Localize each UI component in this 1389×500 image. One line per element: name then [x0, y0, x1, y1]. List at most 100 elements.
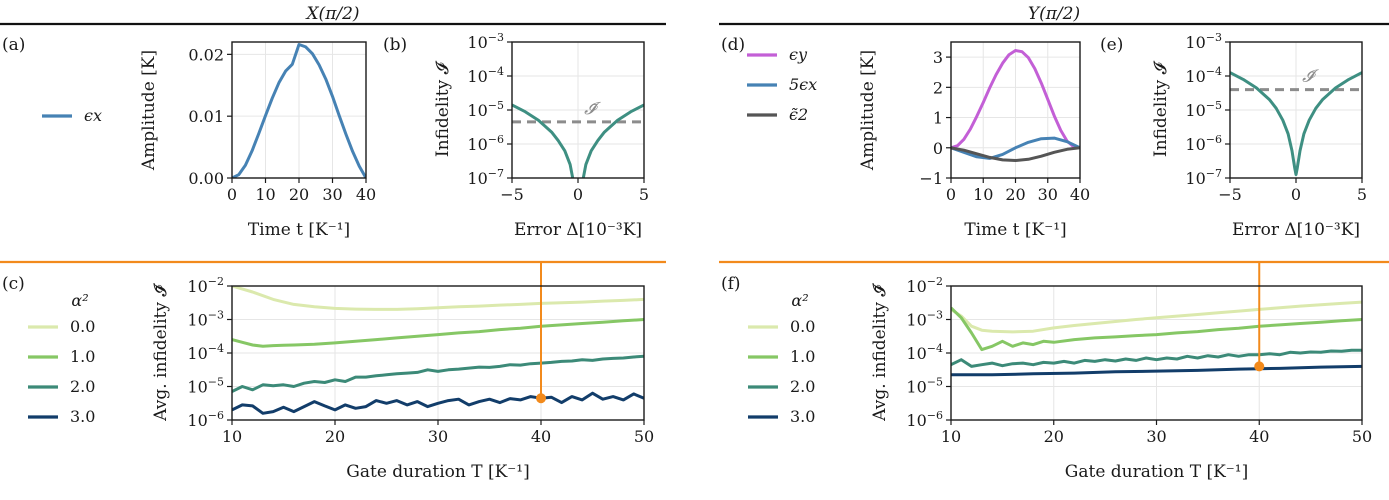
legend-entry: 3.0	[790, 407, 815, 426]
y-tick-label: 1	[933, 109, 943, 128]
series-line-1.0	[951, 306, 1362, 352]
x-tick-label: 0	[573, 185, 583, 204]
x-tick-label: 5	[639, 185, 649, 204]
x-tick-label: −5	[500, 185, 524, 204]
x-axis-label: Time t [K⁻¹]	[248, 220, 350, 240]
y-tick-label: −1	[919, 169, 943, 188]
legend: ϵx	[42, 106, 102, 125]
x-tick-label: 40	[531, 427, 551, 446]
series-line-1.0	[232, 318, 644, 348]
legend-entry: 5ϵx	[789, 75, 817, 94]
legend-entry: 3.0	[70, 407, 95, 426]
x-tick-label: 0	[1291, 185, 1301, 204]
y-axis-label: Amplitude [K]	[858, 50, 878, 171]
panel-label: (f)	[721, 274, 741, 294]
y-tick-label: 10−7	[1185, 167, 1222, 188]
x-tick-label: 0	[227, 185, 237, 204]
y-tick-label: 0.00	[188, 169, 224, 188]
y-tick-label: 10−6	[187, 409, 224, 430]
x-tick-label: 20	[325, 427, 345, 446]
y-axis-label: Avg. infidelity 𝓘̄	[870, 283, 890, 422]
x-tick-label: 10	[255, 185, 275, 204]
y-tick-label: 2	[933, 78, 943, 97]
y-tick-label: 10−4	[467, 65, 504, 86]
y-tick-label: 10−3	[906, 309, 943, 330]
y-tick-label: 10−2	[906, 275, 943, 296]
figure-chrome: X(π/2) Y(π/2)	[0, 4, 1389, 264]
x-tick-label: 10	[222, 427, 242, 446]
y-tick-label: 10−6	[906, 409, 943, 430]
y-axis-label: Infidelity 𝓘	[433, 60, 453, 157]
panel-label: (e)	[1100, 35, 1123, 55]
legend-entry: 2.0	[790, 377, 815, 396]
x-tick-label: 40	[1249, 427, 1269, 446]
y-tick-label: 10−5	[467, 99, 504, 120]
legend-entry: ϵ̃2	[789, 105, 808, 124]
panel-c: 10 20 30 40 50 10−6 10−5 10−4 10−3 10−2 Gate durat…	[2, 262, 654, 482]
x-tick-label: 20	[1005, 185, 1025, 204]
legend-entry: 0.0	[70, 317, 95, 336]
x-axis-label: Error Δ[10⁻³K]	[514, 220, 642, 240]
x-tick-label: 5	[1357, 185, 1367, 204]
series-line-0.0	[951, 300, 1362, 334]
y-tick-label: 10−6	[1185, 133, 1222, 154]
series-line-infidelity	[512, 103, 644, 178]
x-axis-label: Gate duration T [K⁻¹]	[346, 462, 529, 482]
series-line-ϵx	[232, 43, 366, 178]
x-tick-label: 30	[1146, 427, 1166, 446]
x-axis-label: Gate duration T [K⁻¹]	[1065, 462, 1248, 482]
x-axis-label: Error Δ[10⁻³K]	[1232, 220, 1360, 240]
panel-label: (a)	[2, 35, 25, 55]
y-axis-label: Amplitude [K]	[139, 50, 159, 171]
legend-entry: 0.0	[790, 317, 815, 336]
legend-entry: 1.0	[790, 347, 815, 366]
y-axis-label: Infidelity 𝓘	[1151, 60, 1171, 157]
series-line-infidelity	[1230, 71, 1362, 177]
y-tick-label: 10−3	[187, 309, 224, 330]
series-line-0.0	[232, 286, 644, 311]
reference-line-label: 𝓘̄	[584, 99, 601, 119]
series-line-3.0	[232, 391, 644, 415]
x-tick-label: 30	[322, 185, 342, 204]
x-tick-label: 30	[1038, 185, 1058, 204]
series-line-3.0	[951, 364, 1362, 377]
x-tick-label: 50	[1352, 427, 1372, 446]
panel-a: 0 10 20 30 40 0.00 0.01 0.02 Time t [K⁻¹] Amplitu…	[2, 35, 376, 240]
x-tick-label: 10	[941, 427, 961, 446]
legend-entry: 1.0	[70, 347, 95, 366]
panel-b: 𝓘̄ −5 0 5 10−7 10−6 10−5 10−4 10−3 Error Δ[10⁻³K]…	[383, 31, 649, 240]
marker-point	[1254, 361, 1265, 372]
legend: α² 0.0 1.0 2.0 3.0	[28, 291, 95, 426]
legend-title: α²	[791, 291, 808, 310]
group-title-x: X(π/2)	[304, 4, 359, 24]
y-tick-label: 10−7	[467, 167, 504, 188]
panel-e: 𝓘̄ −5 0 5 10−7 10−6 10−5 10−4 10−3 Error Δ[10⁻³K]…	[1100, 31, 1367, 240]
reference-line-label: 𝓘̄	[1302, 67, 1319, 87]
series-line-2.0	[951, 348, 1362, 368]
series-line-5ϵx	[951, 136, 1080, 160]
legend-entry: ϵy	[789, 45, 808, 64]
y-tick-label: 0.01	[188, 107, 224, 126]
series-line-2.0	[232, 354, 644, 393]
legend: ϵy 5ϵx ϵ̃2	[747, 45, 817, 124]
y-tick-label: 10−4	[187, 342, 224, 363]
series-line-ϵy	[951, 49, 1080, 150]
x-tick-label: 20	[289, 185, 309, 204]
marker-point	[536, 393, 546, 404]
legend-entry: 2.0	[70, 377, 95, 396]
group-title-y: Y(π/2)	[1028, 4, 1080, 24]
y-tick-label: 10−3	[467, 31, 504, 52]
legend-entry: ϵx	[84, 106, 102, 125]
y-tick-label: 10−4	[1185, 65, 1222, 86]
x-tick-label: −5	[1218, 185, 1242, 204]
x-tick-label: 40	[356, 185, 376, 204]
panel-label: (b)	[383, 35, 407, 55]
y-tick-label: 10−6	[467, 133, 504, 154]
y-axis-label: Avg. infidelity 𝓘̄	[151, 283, 171, 422]
y-tick-label: 10−2	[187, 275, 224, 296]
panel-label: (d)	[721, 35, 745, 55]
y-tick-label: 10−3	[1185, 31, 1222, 52]
